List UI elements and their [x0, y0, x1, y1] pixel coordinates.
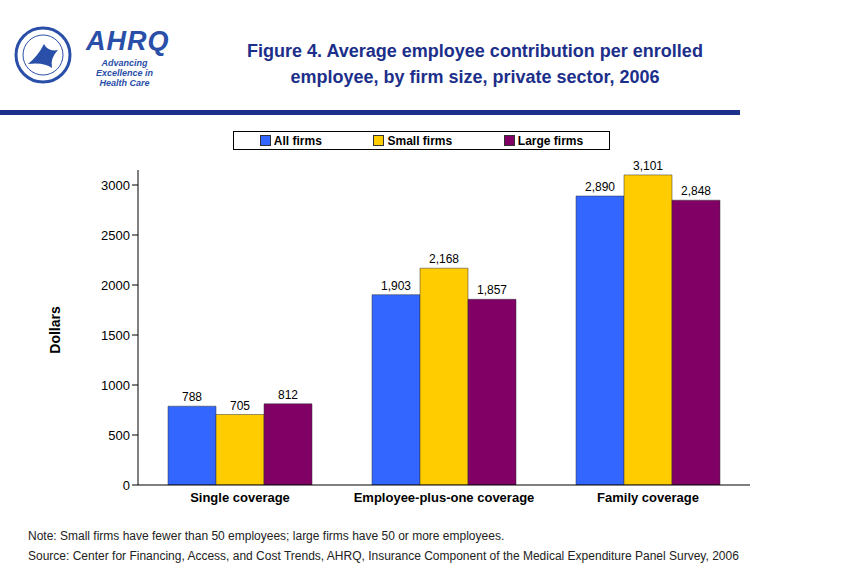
svg-text:1,857: 1,857: [477, 283, 507, 297]
svg-text:Single coverage: Single coverage: [190, 490, 290, 505]
svg-text:Employee-plus-one coverage: Employee-plus-one coverage: [354, 490, 535, 505]
html-text:Advancing: Advancing: [101, 58, 148, 68]
html-text:Excellence in: Excellence in: [96, 68, 153, 78]
svg-text:2500: 2500: [101, 228, 130, 243]
svg-text:788: 788: [182, 390, 202, 404]
svg-text:3000: 3000: [101, 178, 130, 193]
svg-text:0: 0: [123, 478, 130, 493]
html-text:Figure 4. Average employee con: Figure 4. Average employee contribution …: [247, 41, 703, 87]
html-text:Health Care: Health Care: [99, 78, 150, 88]
html-text:Small firms: Small firms: [387, 133, 453, 148]
svg-text:2,890: 2,890: [585, 180, 615, 194]
svg-text:Family coverage: Family coverage: [597, 490, 699, 505]
html-text:AHRQ: AHRQ: [86, 26, 170, 56]
svg-text:2000: 2000: [101, 278, 130, 293]
svg-text:705: 705: [230, 399, 250, 413]
svg-text:812: 812: [278, 388, 298, 402]
html-text:All firms: All firms: [273, 133, 322, 148]
html-text:Large firms: Large firms: [517, 133, 584, 148]
svg-text:2,848: 2,848: [681, 184, 711, 198]
svg-text:500: 500: [108, 428, 130, 443]
svg-text:3,101: 3,101: [633, 159, 663, 173]
html-text:Source: Center for Financing,: Source: Center for Financing, Access, an…: [28, 549, 739, 563]
svg-text:1,903: 1,903: [381, 279, 411, 293]
svg-text:1000: 1000: [101, 378, 130, 393]
svg-text:1500: 1500: [101, 328, 130, 343]
html-text:Note: Small firms have fewer t: Note: Small firms have fewer than 50 emp…: [28, 529, 505, 543]
html-text:Dollars: Dollars: [47, 306, 63, 354]
svg-text:2,168: 2,168: [429, 252, 459, 266]
